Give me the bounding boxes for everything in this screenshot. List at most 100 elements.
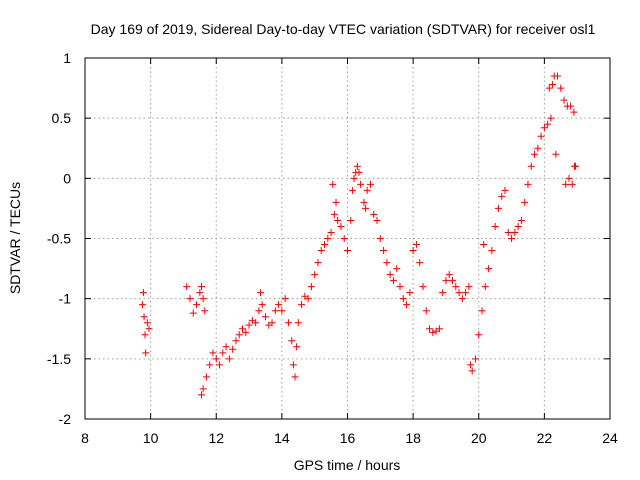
data-point xyxy=(332,198,340,206)
data-point xyxy=(268,319,276,327)
data-point xyxy=(141,331,149,339)
x-axis-label: GPS time / hours xyxy=(294,457,401,473)
data-point xyxy=(293,343,301,351)
data-point xyxy=(360,198,368,206)
data-point xyxy=(189,309,197,317)
data-point xyxy=(373,216,381,224)
data-point xyxy=(393,265,401,273)
data-point xyxy=(366,180,374,188)
data-point xyxy=(544,120,552,128)
data-point xyxy=(330,210,338,218)
data-point xyxy=(324,235,332,242)
data-point xyxy=(406,289,414,297)
data-point xyxy=(439,289,447,297)
data-point xyxy=(568,180,576,188)
x-tick-label: 16 xyxy=(340,430,356,446)
data-point xyxy=(212,355,220,363)
data-point xyxy=(298,301,306,309)
data-point xyxy=(462,289,470,297)
data-point xyxy=(261,313,269,321)
data-point xyxy=(412,241,420,249)
data-point xyxy=(540,124,548,132)
data-point xyxy=(399,295,407,303)
data-point xyxy=(289,361,297,369)
data-point xyxy=(327,228,335,236)
data-point xyxy=(488,247,496,255)
y-tick-label: 0.5 xyxy=(52,110,72,126)
x-tick-label: 20 xyxy=(471,430,487,446)
data-point xyxy=(357,180,365,188)
data-point xyxy=(362,204,370,212)
data-point xyxy=(255,307,263,315)
data-point xyxy=(197,283,205,291)
data-point xyxy=(329,180,337,188)
data-point xyxy=(403,301,411,309)
y-tick-label: -0.5 xyxy=(47,231,71,247)
data-point xyxy=(307,283,315,291)
data-point xyxy=(481,283,489,291)
data-point xyxy=(348,186,356,194)
data-point xyxy=(521,198,529,206)
data-point xyxy=(258,301,266,309)
data-point xyxy=(524,180,532,188)
data-point xyxy=(257,289,265,297)
data-point xyxy=(494,204,502,212)
data-point xyxy=(219,349,227,357)
data-point xyxy=(422,307,430,315)
data-point xyxy=(317,247,325,255)
data-point xyxy=(445,271,453,279)
data-point xyxy=(201,307,209,315)
chart-title: Day 169 of 2019, Sidereal Day-to-day VTE… xyxy=(91,21,596,37)
data-point xyxy=(458,295,466,303)
data-point xyxy=(206,361,214,369)
data-series-osl1 xyxy=(138,72,580,399)
data-point xyxy=(419,283,427,291)
data-point xyxy=(344,247,351,255)
x-tick-label: 10 xyxy=(143,430,159,446)
data-point xyxy=(376,235,384,242)
data-point xyxy=(278,307,286,315)
data-point xyxy=(196,289,204,297)
data-point xyxy=(449,277,456,285)
x-tick-label: 8 xyxy=(81,430,89,446)
data-point xyxy=(467,361,475,369)
data-point xyxy=(545,84,553,92)
data-point xyxy=(501,186,509,194)
data-point xyxy=(549,80,557,88)
data-point xyxy=(202,373,210,381)
data-point xyxy=(197,391,205,399)
x-tick-label: 12 xyxy=(208,430,224,446)
y-tick-label: 0 xyxy=(63,170,71,186)
x-tick-label: 24 xyxy=(602,430,618,446)
x-tick-label: 14 xyxy=(274,430,290,446)
data-point xyxy=(560,96,568,104)
data-point xyxy=(314,259,322,267)
data-point xyxy=(508,235,516,242)
data-point xyxy=(225,355,233,363)
data-point xyxy=(281,295,289,303)
data-point xyxy=(416,259,424,267)
data-point xyxy=(304,295,312,303)
data-point xyxy=(222,343,230,351)
data-point xyxy=(183,283,191,291)
data-point xyxy=(242,328,250,336)
data-point xyxy=(565,174,573,182)
data-point xyxy=(232,337,240,345)
data-point xyxy=(138,301,146,309)
data-point xyxy=(245,321,253,329)
data-point xyxy=(275,301,283,309)
data-point xyxy=(475,331,483,339)
y-axis-ticks: -2 -1.5 -1 -0.5 0 0.5 1 xyxy=(47,50,610,427)
data-point xyxy=(370,210,378,218)
data-point xyxy=(452,283,460,291)
data-point xyxy=(557,84,565,92)
x-axis-ticks: 8 10 12 14 16 18 20 22 24 xyxy=(81,58,618,446)
data-point xyxy=(380,247,388,255)
data-point xyxy=(340,235,348,242)
y-tick-label: -1.5 xyxy=(47,351,71,367)
data-point xyxy=(435,325,443,333)
data-point xyxy=(321,241,329,249)
data-point xyxy=(139,289,147,297)
y-tick-label: -2 xyxy=(59,411,72,427)
